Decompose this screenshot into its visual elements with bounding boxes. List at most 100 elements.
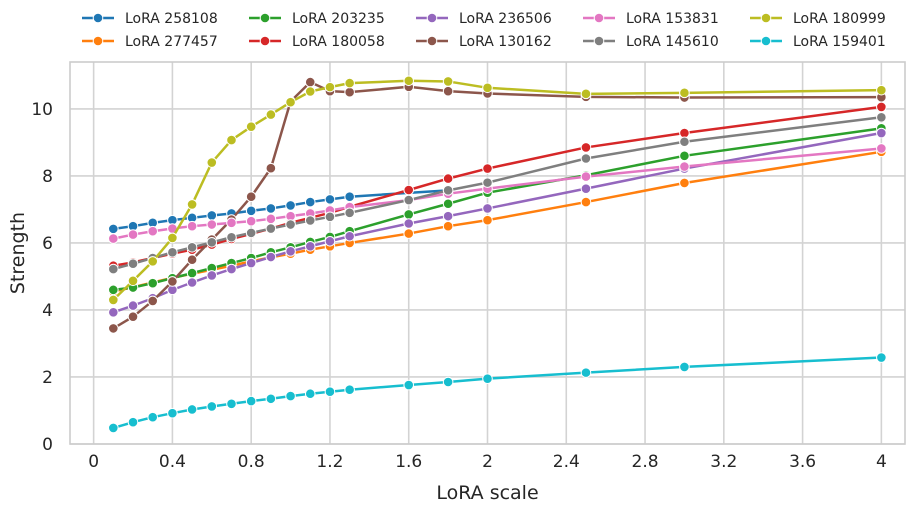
data-point: [876, 84, 887, 96]
data-point: [167, 232, 178, 244]
data-point: [186, 277, 198, 288]
legend-item: LoRA 153831: [583, 11, 719, 27]
data-point: [108, 233, 119, 244]
data-point: [344, 86, 355, 98]
data-point: [206, 401, 218, 412]
data-point: [265, 393, 277, 405]
data-point: [127, 300, 139, 311]
data-point: [226, 398, 237, 410]
data-point: [127, 416, 139, 428]
data-point: [206, 270, 218, 281]
data-point: [304, 215, 316, 226]
legend-marker: [92, 12, 104, 24]
data-point: [580, 88, 592, 100]
data-point: [324, 235, 336, 247]
x-tick-label: 0.8: [238, 452, 265, 472]
data-point: [206, 219, 218, 230]
data-point: [403, 209, 415, 220]
data-point: [265, 203, 277, 214]
data-point: [226, 134, 237, 146]
data-point: [324, 386, 336, 398]
data-point: [403, 218, 415, 229]
data-point: [147, 411, 159, 423]
legend-marker: [92, 35, 104, 47]
data-point: [442, 185, 454, 196]
data-point: [304, 86, 316, 97]
data-point: [245, 191, 257, 203]
legend-marker: [259, 12, 271, 24]
data-point: [442, 76, 454, 87]
data-point: [679, 161, 690, 172]
data-point: [285, 200, 296, 211]
data-point: [679, 150, 690, 162]
data-point: [147, 295, 159, 307]
legend: LoRA 258108 LoRA 277457 LoRA 203235 LoRA 18…: [82, 11, 886, 50]
data-point: [186, 220, 198, 232]
data-point: [482, 82, 493, 94]
legend-label: LoRA 203235: [292, 11, 385, 27]
legend-marker: [259, 35, 271, 47]
legend-label: LoRA 236506: [459, 11, 552, 27]
data-point: [108, 323, 119, 334]
data-point: [403, 228, 415, 239]
y-axis-ticks: 0 2 4 6 8 10: [31, 100, 53, 455]
data-point: [186, 267, 198, 279]
data-point: [580, 183, 592, 194]
legend-item: LoRA 180999: [750, 11, 886, 27]
legend-marker: [593, 12, 605, 24]
x-tick-label: 1.6: [395, 452, 422, 472]
data-point: [324, 194, 336, 205]
series: [108, 111, 887, 275]
data-point: [403, 379, 415, 391]
data-point: [482, 214, 493, 226]
y-tick-label: 8: [42, 167, 53, 187]
data-point: [482, 177, 493, 188]
data-point: [186, 242, 198, 253]
data-point: [265, 162, 277, 174]
data-point: [304, 388, 316, 400]
data-point: [679, 136, 690, 148]
legend-item: LoRA 258108: [82, 11, 218, 27]
x-tick-label: 2.4: [553, 452, 580, 472]
data-point: [265, 213, 277, 225]
data-point: [186, 199, 198, 210]
series: [108, 185, 454, 235]
data-point: [580, 153, 592, 164]
data-point: [245, 257, 257, 269]
data-point: [580, 142, 592, 153]
data-point: [226, 263, 237, 275]
legend-marker: [593, 35, 605, 47]
data-point: [206, 157, 218, 168]
x-tick-label: 2: [482, 452, 493, 472]
series: [108, 352, 887, 434]
data-point: [679, 361, 690, 373]
data-point: [147, 256, 159, 267]
data-point: [304, 240, 316, 252]
data-point: [679, 87, 690, 99]
data-point: [403, 194, 415, 206]
data-point: [265, 109, 277, 120]
x-tick-label: 3.2: [710, 452, 737, 472]
data-point: [344, 191, 355, 203]
data-point: [108, 223, 119, 235]
y-tick-label: 4: [42, 301, 53, 321]
data-point: [127, 275, 139, 287]
legend-item: LoRA 236506: [416, 11, 552, 27]
data-point: [186, 404, 198, 415]
legend-label: LoRA 180058: [292, 34, 385, 50]
data-point: [876, 101, 887, 113]
data-point: [245, 205, 257, 217]
data-point: [285, 390, 296, 402]
data-point: [442, 220, 454, 232]
legend-marker: [760, 35, 772, 47]
data-point: [245, 395, 257, 407]
data-point: [265, 223, 277, 234]
legend-marker: [426, 35, 438, 47]
data-point: [442, 85, 454, 97]
plot-frame: [69, 61, 906, 445]
data-point: [580, 171, 592, 182]
data-point: [304, 196, 316, 208]
data-point: [147, 225, 159, 237]
data-point: [324, 81, 336, 93]
data-point: [442, 376, 454, 388]
